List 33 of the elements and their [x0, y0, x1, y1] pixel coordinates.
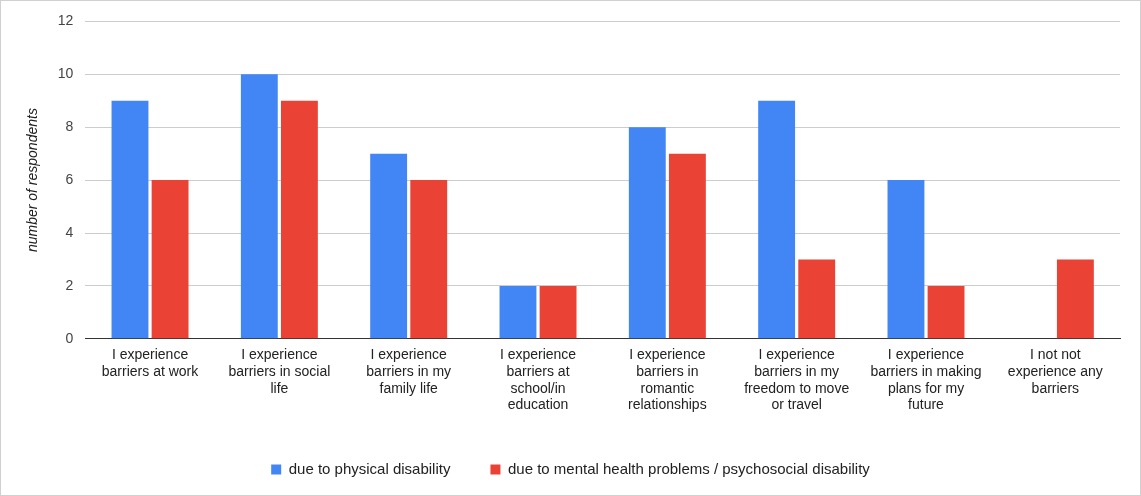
- legend-label: due to physical disability: [288, 459, 451, 477]
- y-tick-label: 0: [65, 329, 74, 346]
- bar: [798, 259, 836, 339]
- x-tick-label: I not not experience any barriers: [1007, 346, 1103, 396]
- x-tick-label: I experience barriers in making plans for my future: [870, 346, 982, 413]
- x-tick-label: I experience barriers in romantic relationships: [628, 346, 707, 413]
- bar: [111, 100, 149, 339]
- bar: [628, 127, 666, 339]
- bar: [887, 180, 925, 339]
- bar: [370, 153, 408, 339]
- bar: [1056, 259, 1094, 339]
- x-tick-label: I experience barriers at work: [101, 346, 200, 379]
- y-tick-label: 4: [65, 223, 74, 240]
- y-tick-label: 6: [65, 170, 74, 187]
- y-tick-label: 2: [65, 276, 74, 293]
- bar: [758, 100, 796, 339]
- bar: [668, 153, 706, 339]
- x-tick-label: I experience barriers in my freedom to move or travel: [744, 346, 850, 413]
- bar: [539, 285, 577, 339]
- x-tick-label: I experience barriers in social life: [228, 346, 331, 396]
- y-tick-label: 8: [65, 118, 74, 135]
- bar: [927, 285, 965, 339]
- y-tick-label: 10: [57, 65, 74, 82]
- bar: [280, 100, 318, 339]
- legend-label: due to mental health problems / psychosocial disability: [507, 459, 871, 477]
- bar: [410, 180, 448, 339]
- x-tick-label: I experience barriers in my family life: [366, 346, 452, 396]
- bar: [151, 180, 189, 339]
- y-axis-title: number of respondents: [24, 108, 41, 253]
- y-tick-label: 12: [57, 12, 74, 29]
- x-tick-label: I experience barriers at school/in education: [499, 346, 577, 413]
- bar: [240, 74, 278, 339]
- bar: [499, 285, 537, 339]
